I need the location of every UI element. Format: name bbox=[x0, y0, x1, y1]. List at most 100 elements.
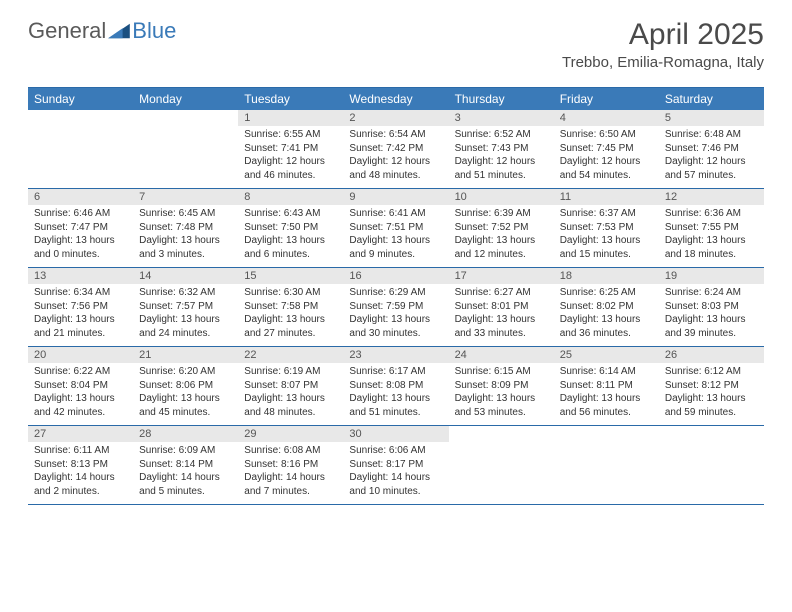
day-info-line: and 51 minutes. bbox=[343, 406, 448, 420]
day-info-line: and 6 minutes. bbox=[238, 248, 343, 262]
day-info-line: Daylight: 13 hours bbox=[659, 313, 764, 327]
day-cell: 27Sunrise: 6:11 AMSunset: 8:13 PMDayligh… bbox=[28, 426, 133, 504]
day-info-line: and 5 minutes. bbox=[133, 485, 238, 499]
day-info-line: Daylight: 13 hours bbox=[554, 313, 659, 327]
day-cell: 30Sunrise: 6:06 AMSunset: 8:17 PMDayligh… bbox=[343, 426, 448, 504]
day-cell: 21Sunrise: 6:20 AMSunset: 8:06 PMDayligh… bbox=[133, 347, 238, 425]
location-subtitle: Trebbo, Emilia-Romagna, Italy bbox=[562, 54, 764, 71]
day-number: 18 bbox=[554, 268, 659, 284]
day-info-line: Sunrise: 6:39 AM bbox=[449, 207, 554, 221]
day-info-line: Sunrise: 6:24 AM bbox=[659, 286, 764, 300]
day-info-line: Daylight: 13 hours bbox=[28, 313, 133, 327]
day-cell: 20Sunrise: 6:22 AMSunset: 8:04 PMDayligh… bbox=[28, 347, 133, 425]
day-info-line: and 10 minutes. bbox=[343, 485, 448, 499]
day-info-line: Daylight: 13 hours bbox=[343, 313, 448, 327]
day-info-line: Daylight: 13 hours bbox=[449, 313, 554, 327]
day-cell-empty bbox=[133, 110, 238, 188]
week-row: 1Sunrise: 6:55 AMSunset: 7:41 PMDaylight… bbox=[28, 110, 764, 189]
day-cell: 4Sunrise: 6:50 AMSunset: 7:45 PMDaylight… bbox=[554, 110, 659, 188]
day-number: 2 bbox=[343, 110, 448, 126]
day-cell: 14Sunrise: 6:32 AMSunset: 7:57 PMDayligh… bbox=[133, 268, 238, 346]
day-info-line: and 42 minutes. bbox=[28, 406, 133, 420]
day-info-line: Daylight: 13 hours bbox=[449, 392, 554, 406]
week-row: 27Sunrise: 6:11 AMSunset: 8:13 PMDayligh… bbox=[28, 426, 764, 505]
day-info-line: and 57 minutes. bbox=[659, 169, 764, 183]
day-number: 24 bbox=[449, 347, 554, 363]
day-info-line: Sunrise: 6:41 AM bbox=[343, 207, 448, 221]
day-cell: 13Sunrise: 6:34 AMSunset: 7:56 PMDayligh… bbox=[28, 268, 133, 346]
weekday-header: Friday bbox=[554, 88, 659, 110]
day-info-line: Sunrise: 6:27 AM bbox=[449, 286, 554, 300]
day-info-line: Daylight: 13 hours bbox=[238, 392, 343, 406]
day-info-line: Sunset: 8:01 PM bbox=[449, 300, 554, 314]
day-number: 25 bbox=[554, 347, 659, 363]
day-cell: 17Sunrise: 6:27 AMSunset: 8:01 PMDayligh… bbox=[449, 268, 554, 346]
day-info-line: and 46 minutes. bbox=[238, 169, 343, 183]
day-cell: 12Sunrise: 6:36 AMSunset: 7:55 PMDayligh… bbox=[659, 189, 764, 267]
day-info-line: Sunset: 7:43 PM bbox=[449, 142, 554, 156]
day-cell: 3Sunrise: 6:52 AMSunset: 7:43 PMDaylight… bbox=[449, 110, 554, 188]
day-info-line: Sunset: 7:48 PM bbox=[133, 221, 238, 235]
day-info-line: Sunrise: 6:11 AM bbox=[28, 444, 133, 458]
day-number: 20 bbox=[28, 347, 133, 363]
day-info-line: Sunrise: 6:43 AM bbox=[238, 207, 343, 221]
weekday-header: Sunday bbox=[28, 88, 133, 110]
day-number: 26 bbox=[659, 347, 764, 363]
day-info-line: Daylight: 13 hours bbox=[449, 234, 554, 248]
day-info-line: Sunset: 7:56 PM bbox=[28, 300, 133, 314]
day-info-line: Daylight: 13 hours bbox=[133, 392, 238, 406]
day-cell: 11Sunrise: 6:37 AMSunset: 7:53 PMDayligh… bbox=[554, 189, 659, 267]
day-number: 6 bbox=[28, 189, 133, 205]
day-cell: 26Sunrise: 6:12 AMSunset: 8:12 PMDayligh… bbox=[659, 347, 764, 425]
day-info-line: Sunrise: 6:29 AM bbox=[343, 286, 448, 300]
day-info-line: Daylight: 12 hours bbox=[554, 155, 659, 169]
day-info-line: and 21 minutes. bbox=[28, 327, 133, 341]
day-info-line: Daylight: 12 hours bbox=[238, 155, 343, 169]
day-info-line: Sunrise: 6:55 AM bbox=[238, 128, 343, 142]
day-info-line: Sunrise: 6:30 AM bbox=[238, 286, 343, 300]
day-info-line: Sunset: 8:08 PM bbox=[343, 379, 448, 393]
day-number: 12 bbox=[659, 189, 764, 205]
day-number: 13 bbox=[28, 268, 133, 284]
day-info-line: Daylight: 13 hours bbox=[659, 392, 764, 406]
day-info-line: Sunset: 7:45 PM bbox=[554, 142, 659, 156]
day-info-line: Daylight: 13 hours bbox=[238, 313, 343, 327]
day-number: 19 bbox=[659, 268, 764, 284]
week-row: 20Sunrise: 6:22 AMSunset: 8:04 PMDayligh… bbox=[28, 347, 764, 426]
logo-text-blue: Blue bbox=[132, 18, 176, 44]
day-cell: 22Sunrise: 6:19 AMSunset: 8:07 PMDayligh… bbox=[238, 347, 343, 425]
day-number: 22 bbox=[238, 347, 343, 363]
logo-triangle-icon bbox=[108, 22, 130, 40]
day-info-line: and 15 minutes. bbox=[554, 248, 659, 262]
day-number: 30 bbox=[343, 426, 448, 442]
day-cell: 9Sunrise: 6:41 AMSunset: 7:51 PMDaylight… bbox=[343, 189, 448, 267]
day-info-line: Sunset: 7:53 PM bbox=[554, 221, 659, 235]
day-info-line: Sunrise: 6:37 AM bbox=[554, 207, 659, 221]
page-header: General Blue April 2025 Trebbo, Emilia-R… bbox=[0, 0, 792, 79]
day-info-line: Sunset: 7:51 PM bbox=[343, 221, 448, 235]
day-cell: 15Sunrise: 6:30 AMSunset: 7:58 PMDayligh… bbox=[238, 268, 343, 346]
day-number: 23 bbox=[343, 347, 448, 363]
day-info-line: Sunset: 7:50 PM bbox=[238, 221, 343, 235]
day-info-line: Sunset: 8:17 PM bbox=[343, 458, 448, 472]
day-info-line: Sunset: 8:03 PM bbox=[659, 300, 764, 314]
day-info-line: Sunrise: 6:50 AM bbox=[554, 128, 659, 142]
day-info-line: Sunrise: 6:45 AM bbox=[133, 207, 238, 221]
day-info-line: and 7 minutes. bbox=[238, 485, 343, 499]
day-info-line: and 53 minutes. bbox=[449, 406, 554, 420]
day-info-line: Daylight: 12 hours bbox=[659, 155, 764, 169]
day-number: 3 bbox=[449, 110, 554, 126]
day-number: 27 bbox=[28, 426, 133, 442]
day-info-line: Daylight: 13 hours bbox=[343, 392, 448, 406]
day-cell-empty bbox=[449, 426, 554, 504]
day-info-line: Daylight: 14 hours bbox=[343, 471, 448, 485]
title-block: April 2025 Trebbo, Emilia-Romagna, Italy bbox=[562, 18, 764, 71]
weekday-header-row: SundayMondayTuesdayWednesdayThursdayFrid… bbox=[28, 88, 764, 110]
day-number: 1 bbox=[238, 110, 343, 126]
day-info-line: Daylight: 14 hours bbox=[238, 471, 343, 485]
day-number: 16 bbox=[343, 268, 448, 284]
day-number: 29 bbox=[238, 426, 343, 442]
day-cell: 25Sunrise: 6:14 AMSunset: 8:11 PMDayligh… bbox=[554, 347, 659, 425]
day-info-line: Daylight: 12 hours bbox=[343, 155, 448, 169]
day-number: 15 bbox=[238, 268, 343, 284]
